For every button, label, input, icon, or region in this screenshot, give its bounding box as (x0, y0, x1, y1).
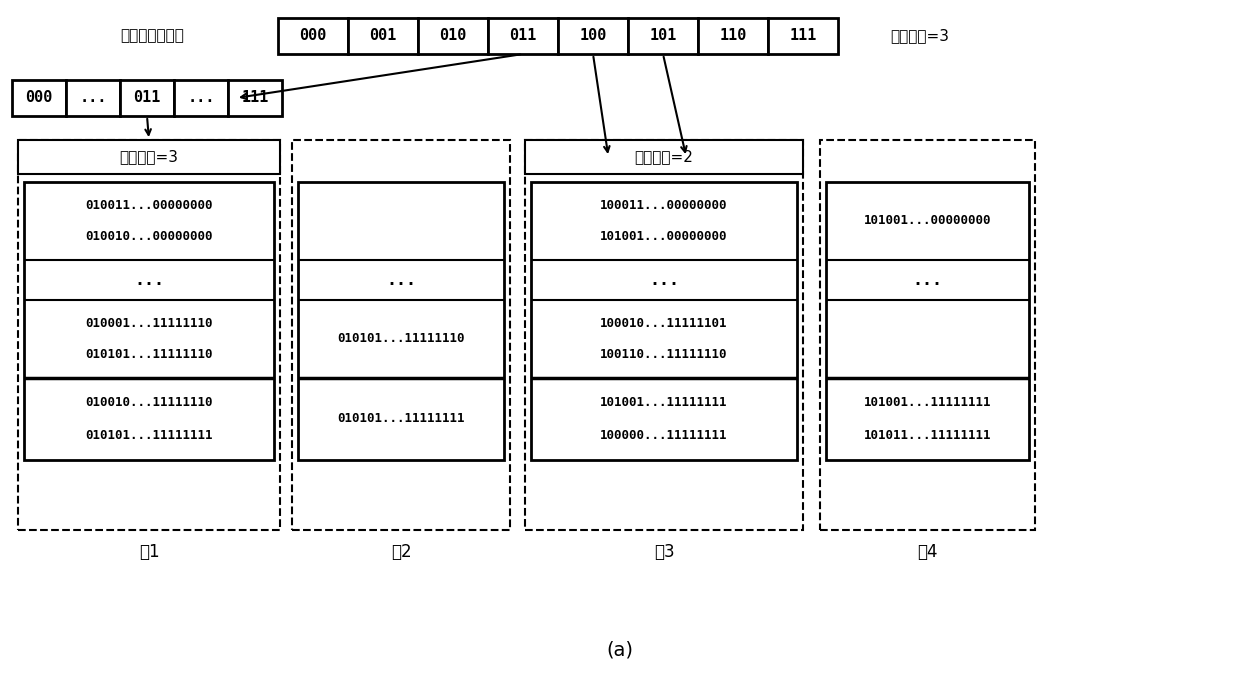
Text: 011: 011 (134, 91, 161, 105)
Bar (24, 182, 274, 460)
Text: 010001...11111110: 010001...11111110 (85, 317, 213, 330)
Bar (488, 18, 558, 54)
Text: 101011...11111111: 101011...11111111 (864, 429, 991, 442)
Text: ...: ... (134, 271, 164, 289)
Bar (698, 18, 768, 54)
Bar (628, 18, 698, 54)
Text: 段4: 段4 (917, 543, 938, 561)
Text: 100010...11111101: 100010...11111101 (600, 317, 727, 330)
Bar (299, 182, 504, 460)
Bar (820, 140, 1035, 530)
Text: 010: 010 (440, 28, 467, 43)
Text: 100011...00000000: 100011...00000000 (600, 199, 727, 212)
Text: 010010...00000000: 010010...00000000 (85, 230, 213, 243)
Bar (525, 140, 803, 174)
Bar (558, 18, 628, 54)
Text: 010101...11111110: 010101...11111110 (85, 348, 213, 361)
Text: ...: ... (387, 271, 416, 289)
Text: 000: 000 (300, 28, 327, 43)
Text: 基数树结构目录: 基数树结构目录 (120, 28, 183, 43)
Text: 110: 110 (720, 28, 747, 43)
Bar (228, 80, 282, 116)
Text: 101001...00000000: 101001...00000000 (600, 230, 727, 243)
Bar (12, 80, 66, 116)
Text: 010101...11111111: 010101...11111111 (85, 429, 213, 442)
Text: 101001...11111111: 101001...11111111 (600, 396, 727, 409)
Text: 段1: 段1 (139, 543, 160, 561)
Text: 010011...00000000: 010011...00000000 (85, 199, 213, 212)
Text: 111: 111 (242, 91, 269, 105)
Text: 010101...11111111: 010101...11111111 (337, 412, 465, 425)
Bar (66, 80, 120, 116)
Bar (292, 140, 510, 530)
Bar (19, 140, 280, 174)
Bar (525, 140, 803, 530)
Bar (173, 80, 228, 116)
Text: ...: ... (79, 91, 107, 105)
Text: 010101...11111110: 010101...11111110 (337, 333, 465, 345)
Text: 100110...11111110: 100110...11111110 (600, 348, 727, 361)
Text: ...: ... (912, 271, 943, 289)
Text: 100000...11111111: 100000...11111111 (600, 429, 727, 442)
Text: 全局深度=3: 全局深度=3 (891, 28, 949, 43)
Bar (348, 18, 418, 54)
Bar (278, 18, 348, 54)
Text: 101001...00000000: 101001...00000000 (864, 214, 991, 228)
Text: (a): (a) (606, 640, 633, 660)
Text: ...: ... (649, 271, 679, 289)
Bar (418, 18, 488, 54)
Text: 段2: 段2 (390, 543, 411, 561)
Text: 101: 101 (649, 28, 676, 43)
Text: 101001...11111111: 101001...11111111 (864, 396, 991, 409)
Text: 局部深度=3: 局部深度=3 (119, 149, 178, 164)
Bar (19, 140, 280, 530)
Text: 111: 111 (789, 28, 817, 43)
Text: 局部深度=2: 局部深度=2 (634, 149, 694, 164)
Text: 000: 000 (25, 91, 53, 105)
Bar (826, 182, 1030, 460)
Text: ...: ... (187, 91, 214, 105)
Bar (120, 80, 173, 116)
Text: 001: 001 (369, 28, 396, 43)
Text: 100: 100 (580, 28, 607, 43)
Bar (768, 18, 838, 54)
Text: 011: 011 (509, 28, 536, 43)
Text: 010010...11111110: 010010...11111110 (85, 396, 213, 409)
Bar (532, 182, 797, 460)
Text: 段3: 段3 (654, 543, 674, 561)
